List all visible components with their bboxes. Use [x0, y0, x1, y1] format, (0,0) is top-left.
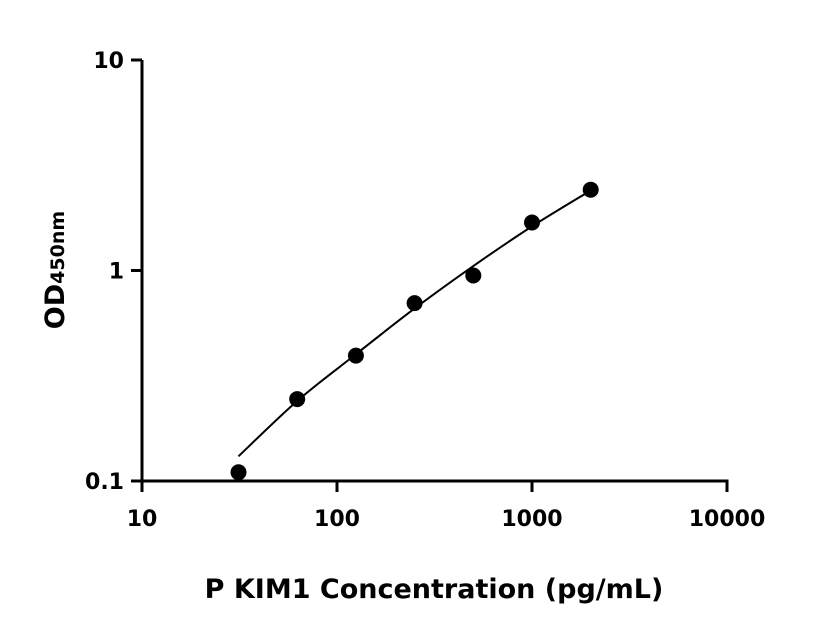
fit-line [237, 189, 592, 458]
x-tick-label: 10000 [689, 507, 766, 532]
data-point [406, 295, 423, 312]
y-axis-title-main: OD [40, 284, 71, 329]
axes [140, 60, 729, 483]
y-axis-title-sub: 450nm [47, 211, 69, 284]
data-point [289, 391, 306, 408]
x-axis-title: P KIM1 Concentration (pg/mL) [205, 574, 664, 605]
ticks: 10 100 1000 10000 0.1 1 10 [85, 49, 765, 532]
x-tick-label: 10 [127, 507, 158, 532]
data-points [230, 181, 599, 481]
data-point [524, 214, 540, 231]
x-tick-label: 1000 [501, 507, 562, 532]
data-point [582, 181, 599, 198]
x-tick-label: 100 [314, 507, 360, 532]
data-point [230, 464, 247, 481]
fit-curve [237, 189, 592, 458]
y-tick-label: 1 [109, 260, 124, 285]
y-axis-title: OD450nm [40, 211, 71, 329]
data-point [465, 267, 482, 284]
y-tick-label: 10 [93, 49, 124, 74]
data-point [347, 347, 364, 364]
y-tick-label: 0.1 [85, 470, 124, 495]
